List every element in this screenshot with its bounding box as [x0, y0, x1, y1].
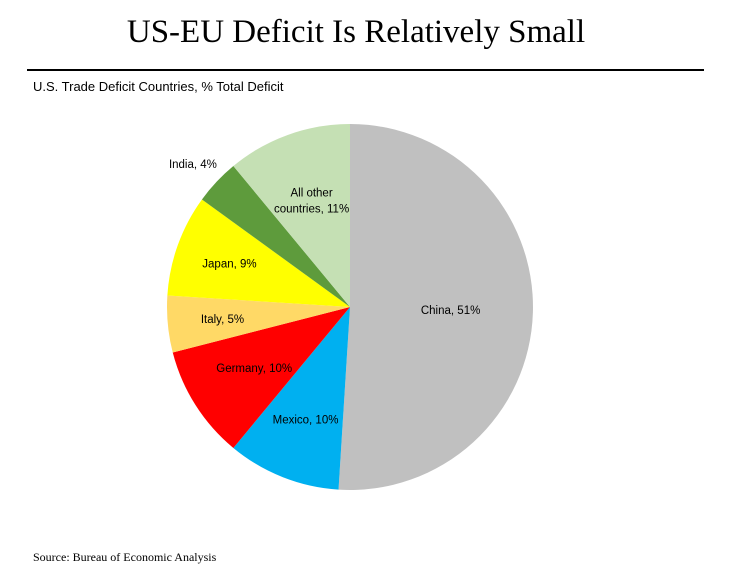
- pie-slice-china: [338, 124, 533, 491]
- title-divider: [27, 69, 704, 71]
- page-title: US-EU Deficit Is Relatively Small: [126, 14, 586, 50]
- slice-label-china: China, 51%: [421, 305, 480, 317]
- pie-slice-all-other-countries: [233, 124, 350, 307]
- pie-slice-italy: [166, 295, 350, 353]
- slice-label-mexico: Mexico, 10%: [273, 414, 339, 426]
- chart-title: U.S. Trade Deficit Countries, % Total De…: [33, 79, 284, 94]
- pie-labels: China, 51% Mexico, 10% Germany, 10% Italy, …: [169, 159, 480, 426]
- slice-label-germany: Germany, 10%: [216, 363, 292, 375]
- pie-slice-india: [201, 166, 350, 307]
- slice-label-india: India, 4%: [169, 159, 217, 171]
- pie-slices: [166, 124, 533, 491]
- slice-label-all-other-countries: All other countries, 11%: [274, 187, 349, 215]
- source-note: Source: Bureau of Economic Analysis: [33, 550, 217, 564]
- slice-label-italy: Italy, 5%: [201, 314, 244, 326]
- pie-slice-mexico: [233, 307, 350, 490]
- pie-slice-japan: [167, 199, 350, 307]
- pie-slice-germany: [172, 307, 350, 448]
- slice-label-japan: Japan, 9%: [202, 259, 256, 271]
